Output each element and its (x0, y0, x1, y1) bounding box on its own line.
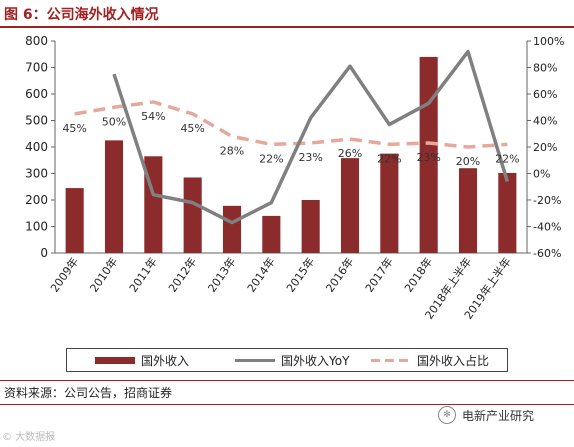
y-left-tick-label: 500 (25, 114, 48, 128)
share-line (74, 100, 508, 149)
line-series (74, 49, 510, 225)
y-right-tick-label: 20% (533, 141, 557, 154)
legend-swatch-bar (95, 357, 135, 364)
x-tick-label: 2009年 (47, 255, 81, 295)
y-right-tick-label: 0% (533, 168, 550, 181)
share-data-label: 45% (62, 122, 86, 135)
y-left-tick-label: 200 (25, 193, 48, 207)
bar-2017年 (380, 153, 399, 253)
share-data-label: 23% (298, 151, 322, 164)
x-tick-label: 2014年 (244, 255, 278, 295)
bar-2013年 (222, 205, 242, 253)
legend-item-bar: 国外收入 (95, 352, 189, 369)
y-left-tick-label: 300 (25, 167, 48, 181)
share-data-label: 50% (102, 115, 126, 128)
y-left-tick-label: 0 (40, 246, 48, 260)
chart-axes (51, 40, 531, 254)
y-left-tick-label: 100 (25, 220, 48, 234)
x-tick-label: 2016年 (323, 255, 357, 295)
x-tick-label: 2013年 (205, 255, 239, 295)
y-right-tick-label: 60% (533, 88, 557, 101)
data-labels: 45% 50% 54% 45% 28% 22% 23% 26% 22% 23% 20% 22% (62, 110, 519, 168)
y-right-tick-label: -60% (533, 247, 561, 260)
chart: 45% 50% 54% 45% 28% 22% 23% 26% 22% 23% 20% 22% 0 10… (25, 34, 564, 322)
legend-label-yoy: 国外收入YoY (281, 354, 350, 368)
footer-divider (0, 404, 574, 405)
bar-2019年上半年 (498, 172, 517, 253)
y-left-tick-label: 400 (25, 140, 48, 154)
y-left-tick-label: 800 (25, 34, 48, 48)
legend-swatch-yoy (235, 359, 275, 362)
watermark-left: © 大数据报 (2, 432, 56, 443)
y-right-tick-label: -20% (533, 194, 561, 207)
legend-item-yoy: 国外收入YoY (235, 352, 349, 369)
share-data-label: 22% (495, 152, 519, 165)
y-left-tick-label: 600 (25, 87, 48, 101)
legend-label-bar: 国外收入 (141, 354, 190, 368)
wechat-icon: ✻ (438, 406, 456, 424)
title-divider (0, 26, 574, 28)
yoy-line (112, 49, 510, 225)
x-tick-label: 2012年 (165, 255, 199, 295)
x-tick-label: 2010年 (87, 255, 121, 295)
share-data-label: 23% (416, 151, 440, 164)
x-tick-label: 2011年 (126, 255, 160, 295)
y-right-tick-label: -40% (533, 221, 561, 234)
bar-2015年 (301, 200, 320, 253)
bar-2014年 (262, 215, 281, 253)
y-right-tick-label: 80% (533, 62, 557, 75)
legend: 国外收入 国外收入YoY 国外收入占比 (66, 348, 508, 372)
bar-2016年 (340, 158, 360, 253)
bar-2012年 (183, 177, 202, 253)
share-data-label: 20% (456, 155, 480, 168)
y-right-tick-label: 100% (533, 35, 564, 48)
x-tick-label: 2018年 (401, 255, 435, 295)
source-divider (0, 380, 574, 381)
y-left-tick-label: 700 (25, 61, 48, 75)
source-note: 资料来源：公司公告，招商证券 (4, 386, 173, 400)
legend-swatch-share (371, 359, 411, 362)
legend-item-share: 国外收入占比 (371, 352, 489, 369)
watermark-right: ✻ 电新产业研究 (438, 406, 534, 424)
chart-title: 图 6：公司海外收入情况 (4, 7, 159, 23)
share-data-label: 22% (377, 152, 401, 165)
legend-label-share: 国外收入占比 (417, 354, 490, 368)
bar-series (65, 56, 517, 254)
x-tick-label: 2017年 (362, 255, 396, 295)
y-right-tick-label: 40% (533, 115, 557, 128)
share-data-label: 28% (220, 144, 244, 157)
share-data-label: 54% (141, 110, 165, 123)
bar-2009年 (65, 188, 84, 253)
share-data-label: 26% (338, 147, 362, 160)
watermark-right-text: 电新产业研究 (462, 408, 535, 423)
bar-2010年 (104, 140, 124, 253)
bar-2018年上半年 (458, 168, 478, 253)
share-data-label: 45% (180, 122, 204, 135)
x-tick-label: 2015年 (283, 255, 317, 295)
share-data-label: 22% (259, 152, 283, 165)
